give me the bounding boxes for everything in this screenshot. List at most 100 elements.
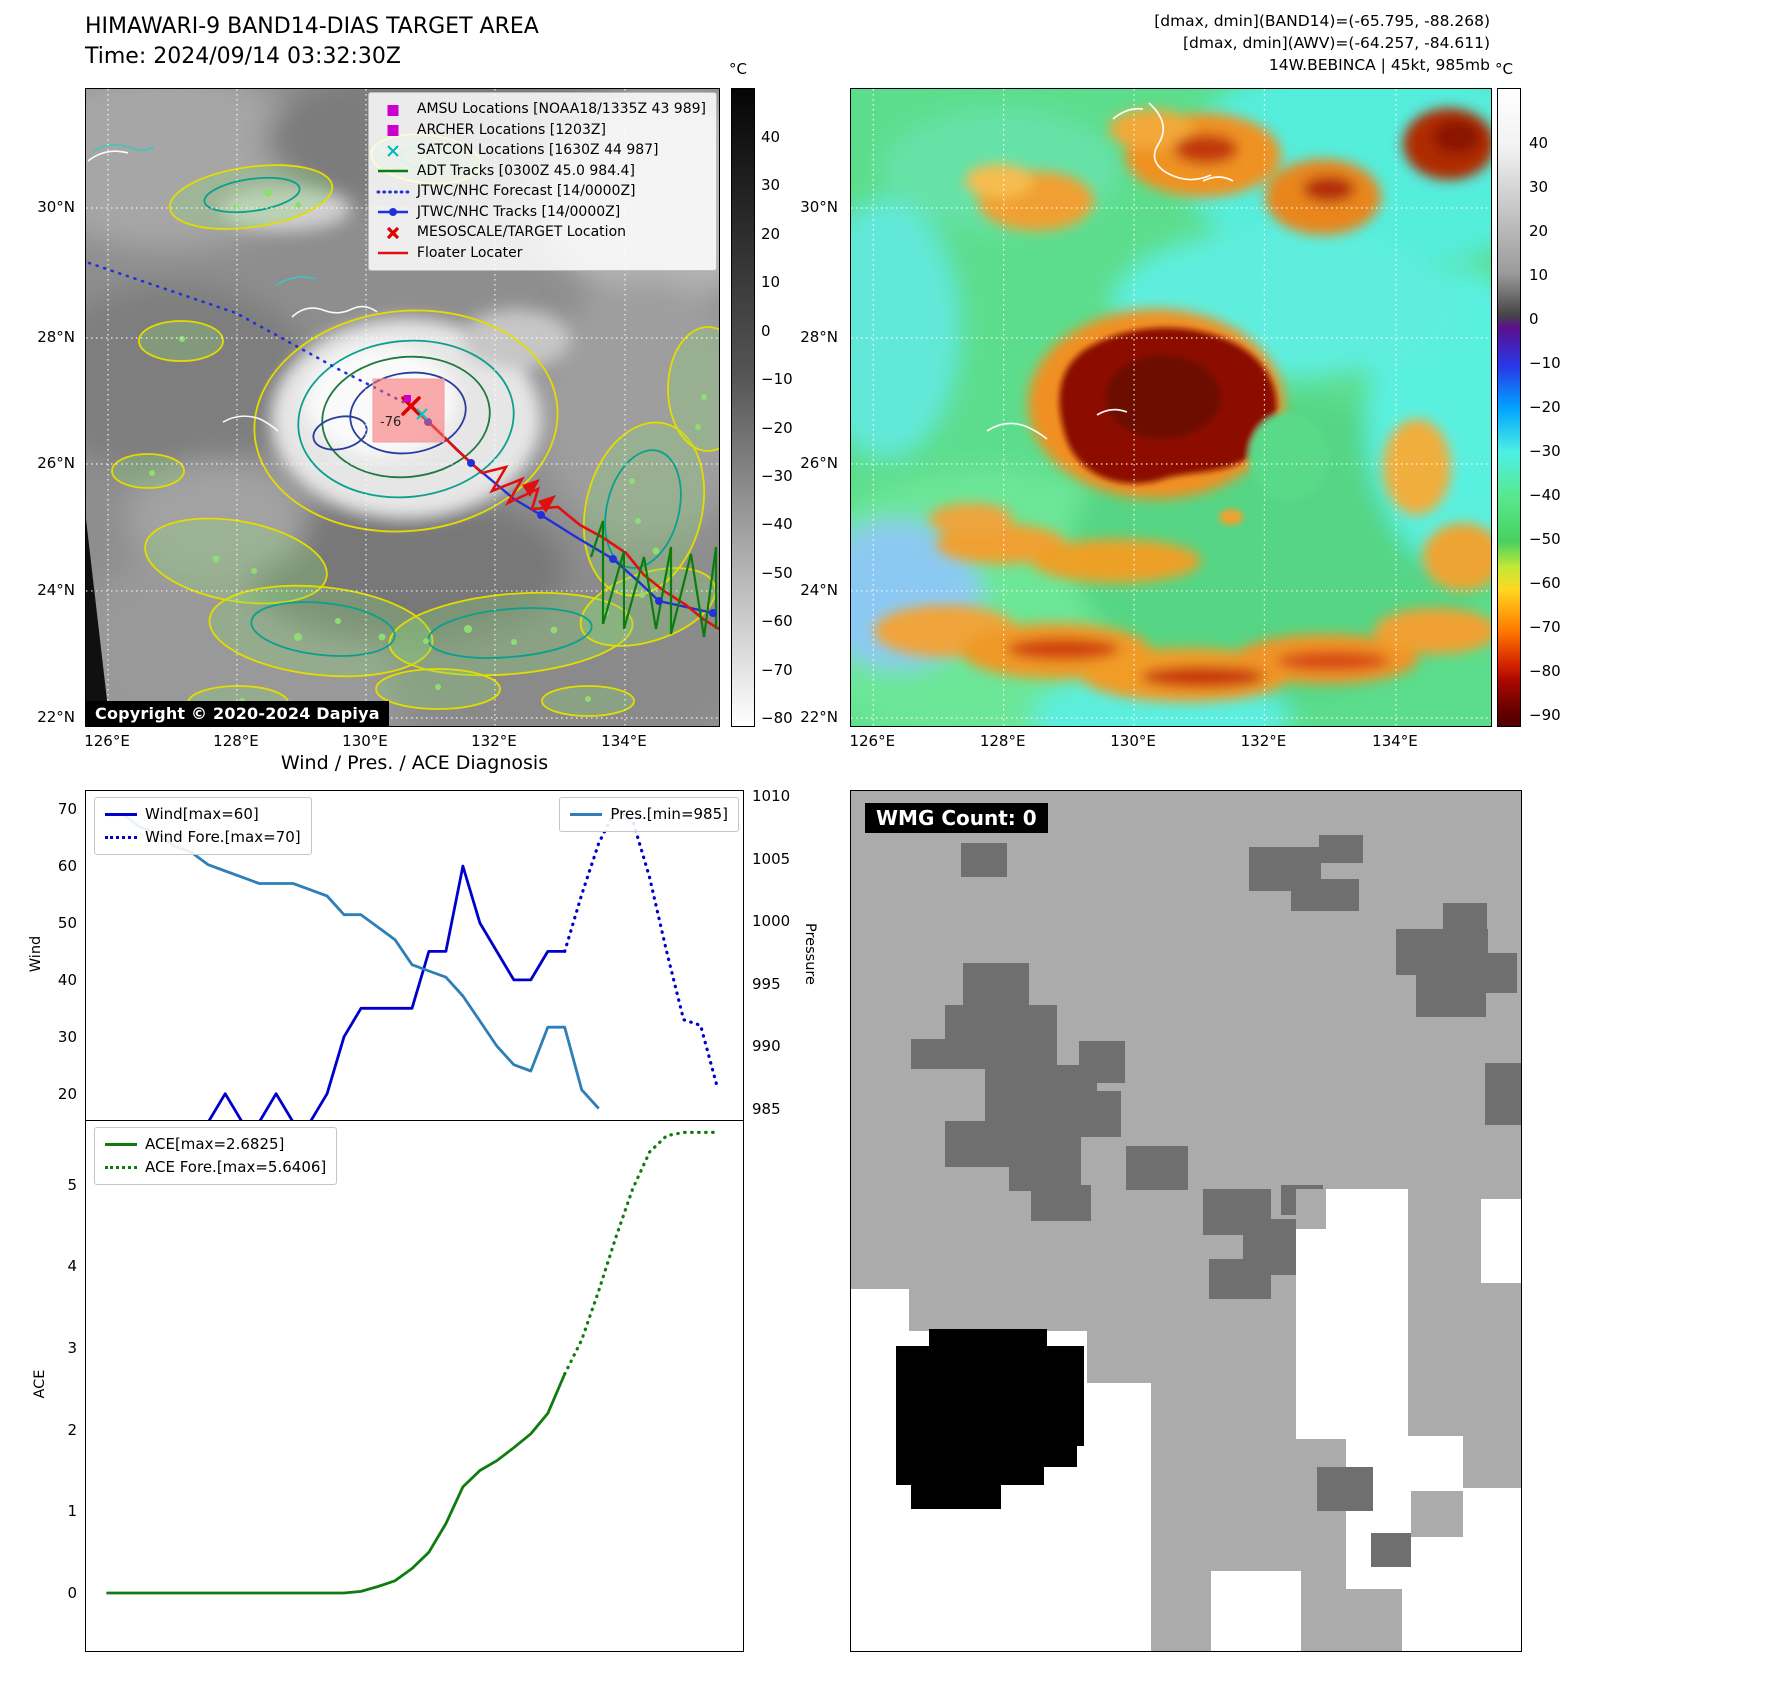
- tick-label: 990: [752, 1037, 781, 1055]
- tick-label: 24°N: [800, 580, 838, 599]
- band14-map-legend: AMSU Locations [NOAA18/1335Z 43 989] ARCH…: [367, 92, 717, 271]
- wind-line-marker: [105, 813, 137, 816]
- tick-label: 128°E: [979, 732, 1026, 750]
- amsu-marker: [404, 395, 411, 402]
- x-bold-marker: [386, 226, 400, 239]
- tick-label: 1000: [752, 912, 791, 930]
- tick-label: 28°N: [800, 328, 838, 346]
- pressure-axis-ticks: 985 990 995 1000 1005 1010: [752, 787, 804, 1121]
- map-legend-label: SATCON Locations [1630Z 44 987]: [416, 142, 659, 158]
- series-line: [563, 807, 720, 1090]
- tick-label: −20: [761, 418, 793, 437]
- series-line: [563, 1130, 720, 1376]
- awv-satellite-image: [851, 89, 1491, 726]
- ace-axis-label: ACE: [32, 1369, 48, 1399]
- tick-label: 26°N: [800, 454, 838, 472]
- tick-label: −50: [761, 563, 793, 582]
- map-legend-item: AMSU Locations [NOAA18/1335Z 43 989]: [376, 100, 706, 120]
- pressure-axis-label: Pressure: [802, 923, 818, 985]
- tick-label: 30: [57, 1027, 77, 1046]
- map-legend-label: JTWC/NHC Tracks [14/0000Z]: [416, 203, 621, 220]
- legend-item: Wind[max=60]: [105, 803, 301, 826]
- wind-forecast-label: Wind Fore.[max=70]: [145, 828, 301, 846]
- tick-label: 0: [1529, 310, 1539, 328]
- wind-axis-label: Wind: [28, 935, 44, 973]
- tick-label: −10: [761, 370, 793, 389]
- copyright-badge: Copyright © 2020-2024 Dapiya: [86, 701, 389, 726]
- tick-label: 10: [761, 273, 781, 292]
- series-line: [106, 1373, 566, 1595]
- tick-label: 5: [67, 1175, 77, 1194]
- tick-label: 0: [761, 321, 771, 340]
- band14-colorbar-unit: °C: [729, 60, 747, 78]
- band14-panel-header: HIMAWARI-9 BAND14-DIAS TARGET AREA Time:…: [85, 12, 539, 72]
- storm-core: [1059, 327, 1329, 525]
- tick-label: 22°N: [800, 707, 838, 726]
- map-legend-label: MESOSCALE/TARGET Location: [416, 224, 627, 240]
- series-line: [106, 813, 600, 1110]
- map-legend-label: ADT Tracks [0300Z 45.0 984.4]: [416, 162, 635, 179]
- tick-label: 24°N: [37, 580, 75, 599]
- tick-label: 132°E: [1240, 732, 1287, 750]
- tick-label: 10: [1529, 266, 1549, 284]
- cyan-contours: [93, 143, 317, 286]
- tick-label: 4: [67, 1257, 77, 1276]
- tick-label: 3: [67, 1339, 77, 1358]
- map-legend-item: ARCHER Locations [1203Z]: [376, 121, 706, 141]
- legend-item: Pres.[min=985]: [570, 803, 728, 826]
- square-marker: [387, 125, 399, 137]
- ace-forecast-label: ACE Fore.[max=5.6406]: [145, 1158, 327, 1176]
- series-line: [106, 864, 565, 1121]
- tick-label: −90: [1529, 706, 1561, 724]
- tick-label: 1010: [752, 787, 791, 805]
- awv-map-panel: [850, 88, 1492, 727]
- line-marker: [377, 251, 408, 255]
- tick-label: 26°N: [37, 454, 75, 472]
- tick-label: 40: [761, 128, 781, 146]
- map-legend-label: Floater Locater: [416, 244, 523, 261]
- map-legend-item: JTWC/NHC Forecast [14/0000Z]: [376, 182, 706, 202]
- diagnosis-title: Wind / Pres. / ACE Diagnosis: [280, 752, 549, 774]
- tick-label: 1005: [752, 849, 791, 868]
- wind-pressure-chart: Wind[max=60] Wind Fore.[max=70] Pres.[mi…: [28, 787, 818, 1121]
- ace-plot-area: [106, 1130, 720, 1595]
- tick-label: 126°E: [84, 732, 130, 750]
- band14-title: HIMAWARI-9 BAND14-DIAS TARGET AREA: [85, 14, 539, 39]
- awv-colorbar: [1497, 88, 1521, 727]
- satcon-marker: [416, 408, 428, 420]
- awv-colorbar-ticks: 40 30 20 10 0 −10 −20 −30 −40 −50 −60 −70 −80 −90: [1525, 88, 1575, 725]
- wind-forecast-line-marker: [105, 836, 137, 839]
- tick-label: 130°E: [1110, 732, 1156, 750]
- tick-label: 985: [752, 1099, 781, 1118]
- tick-label: −30: [1529, 442, 1561, 460]
- map-legend-item: JTWC/NHC Tracks [14/0000Z]: [376, 203, 706, 223]
- legend-item: Wind Fore.[max=70]: [105, 826, 301, 849]
- tick-label: 50: [57, 914, 77, 932]
- pressure-legend: Pres.[min=985]: [559, 797, 739, 832]
- tick-label: 30: [1529, 178, 1549, 196]
- wmg-grid-image: [851, 791, 1521, 1651]
- tick-label: −40: [1529, 486, 1561, 504]
- wmg-gray-notches: [1087, 1189, 1521, 1651]
- ace-legend: ACE[max=2.6825] ACE Fore.[max=5.6406]: [94, 1127, 338, 1185]
- tick-label: 126°E: [849, 732, 896, 750]
- map-legend-item: Floater Locater: [376, 244, 706, 264]
- band14-colorbar: [731, 88, 755, 727]
- dmax-dmin-band14: [dmax, dmin](BAND14)=(-65.795, -88.268): [1154, 12, 1490, 30]
- tick-label: 1: [67, 1502, 77, 1521]
- tick-label: 132°E: [471, 732, 517, 750]
- tick-label: 130°E: [342, 732, 388, 750]
- band14-lat-axis: 30°N 28°N 26°N 24°N 22°N: [0, 88, 80, 726]
- tick-label: 28°N: [37, 328, 75, 346]
- tick-label: 70: [57, 800, 77, 819]
- tick-label: 30°N: [800, 197, 838, 216]
- square-marker: [387, 104, 399, 116]
- tick-label: −10: [1529, 354, 1561, 372]
- map-legend-item: MESOSCALE/TARGET Location: [376, 223, 706, 243]
- tick-label: −20: [1529, 398, 1561, 416]
- scan-edge: [86, 519, 110, 726]
- band14-lon-axis: 126°E 128°E 130°E 132°E 134°E: [84, 729, 718, 753]
- dmax-dmin-awv: [dmax, dmin](AWV)=(-64.257, -84.611): [1183, 34, 1490, 52]
- awv-lat-axis: 30°N 28°N 26°N 24°N 22°N: [763, 88, 843, 726]
- tick-label: 40: [57, 970, 77, 989]
